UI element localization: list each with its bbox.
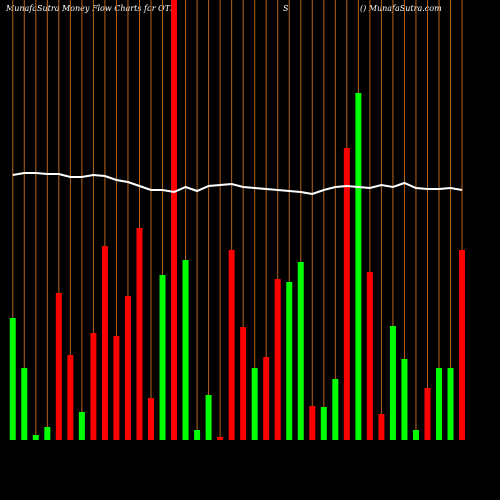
bar (436, 368, 442, 440)
bar (171, 0, 178, 440)
bar (78, 412, 85, 440)
bar (274, 279, 281, 440)
bar (320, 407, 327, 440)
bar (228, 250, 235, 440)
bar (136, 228, 143, 440)
bar (21, 368, 28, 440)
bar (378, 414, 385, 440)
bar (389, 326, 396, 440)
bar (182, 260, 189, 440)
source: () MunafaSutra.com (360, 4, 442, 13)
bar (101, 246, 108, 440)
bar (355, 93, 362, 440)
bar (343, 148, 350, 440)
bar (113, 336, 120, 440)
bar (251, 368, 258, 440)
chart-title: MunafaSutra Money Flow Charts for OTI (5, 4, 174, 13)
bar (9, 318, 16, 440)
bar (217, 437, 224, 440)
bar (148, 398, 154, 440)
bar (32, 435, 39, 440)
bar (366, 272, 373, 440)
bar (309, 406, 316, 440)
bar (447, 368, 454, 440)
bar (67, 355, 74, 440)
bar (205, 395, 212, 440)
bar (44, 427, 51, 440)
bar (459, 250, 466, 440)
flow-line (12, 172, 463, 196)
bar (263, 357, 270, 440)
bar (297, 262, 304, 440)
bar (401, 359, 408, 440)
bar (55, 293, 62, 440)
bar (424, 388, 431, 440)
bar (332, 379, 339, 440)
bar (286, 282, 293, 440)
bar (159, 275, 166, 440)
bar (194, 430, 201, 440)
bar (124, 296, 131, 440)
bar (240, 327, 247, 440)
bar (412, 430, 419, 440)
chart-subtitle: S (283, 4, 289, 13)
bar (90, 333, 97, 440)
